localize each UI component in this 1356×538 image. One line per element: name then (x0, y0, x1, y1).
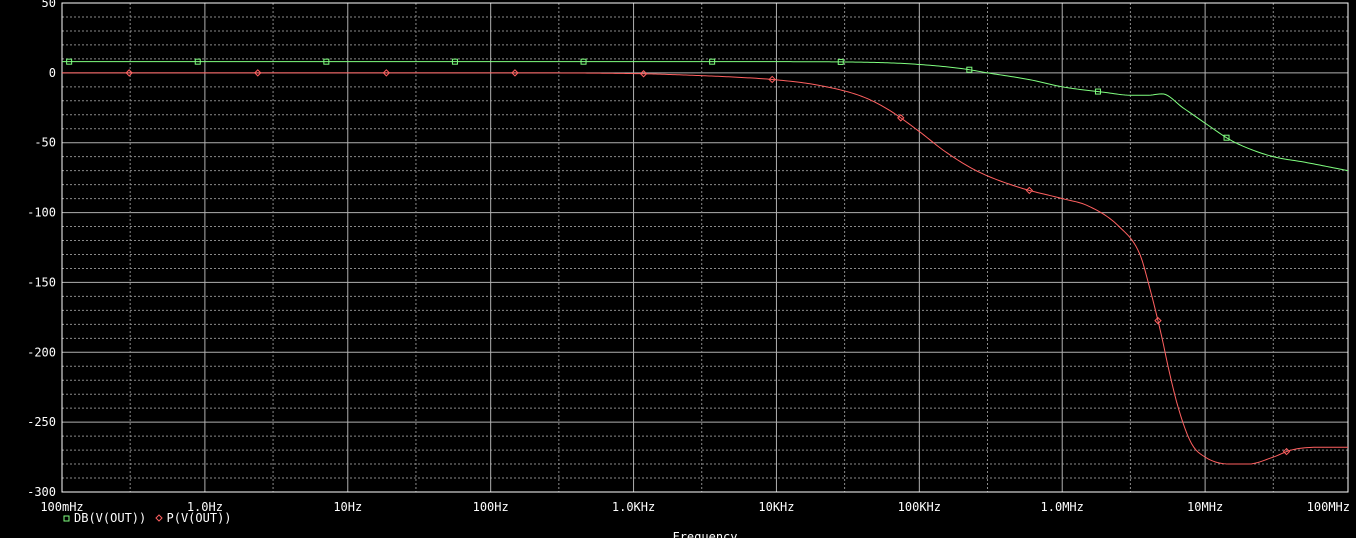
plot-frame (61, 2, 1349, 493)
series-marker-0 (1094, 88, 1101, 95)
series-marker-0 (966, 66, 973, 73)
legend-label-0: DB(V(OUT)) (74, 511, 146, 525)
y-tick-label: -250 (27, 415, 56, 429)
y-tick-label: -100 (27, 206, 56, 220)
series-marker-0 (709, 58, 716, 65)
x-tick-label: 100KHz (898, 500, 941, 514)
series-layer (62, 58, 1349, 465)
series-marker-0 (66, 58, 73, 65)
x-tick-label: 100MHz (1307, 500, 1350, 514)
series-marker-1 (1154, 316, 1162, 325)
legend: DB(V(OUT)) P(V(OUT)) (63, 511, 232, 525)
series-marker-1 (768, 75, 776, 84)
x-tick-label: 10Hz (333, 500, 362, 514)
x-tick-label: 1.0Hz (187, 500, 223, 514)
x-tick-label: 1.0MHz (1041, 500, 1084, 514)
y-tick-label: 50 (42, 0, 56, 10)
x-axis-title: Frequency (672, 530, 737, 538)
series-marker-0 (1223, 134, 1230, 141)
series-marker-1 (639, 70, 648, 78)
series-marker-0 (194, 58, 201, 65)
series-marker-1 (511, 69, 519, 77)
series-marker-0 (580, 58, 587, 65)
y-tick-label: -50 (34, 136, 56, 150)
x-axis-ticks: 100mHz 1.0Hz 10Hz 100Hz 1.0KHz 10KHz 100KHz 1.0… (40, 500, 1350, 514)
series-marker-1 (125, 69, 133, 77)
x-tick-label: 10MHz (1187, 500, 1223, 514)
x-tick-label: 1.0KHz (612, 500, 655, 514)
series-marker-1 (1025, 186, 1034, 195)
legend-marker-0 (63, 515, 70, 522)
series-marker-0 (451, 58, 458, 65)
series-marker-1 (897, 114, 905, 122)
series-line-1 (62, 72, 1348, 465)
grid (61, 2, 1349, 493)
y-tick-label: -300 (27, 485, 56, 499)
x-tick-label: 100mHz (40, 500, 83, 514)
y-tick-label: -200 (27, 345, 56, 359)
series-marker-1 (382, 69, 391, 77)
y-tick-label: -150 (27, 275, 56, 289)
series-marker-1 (254, 69, 262, 77)
series-line-0 (62, 61, 1349, 172)
legend-label-1: P(V(OUT)) (167, 511, 232, 525)
x-tick-label: 100Hz (473, 500, 509, 514)
legend-marker-1 (155, 514, 163, 522)
x-tick-label: 10KHz (758, 500, 794, 514)
y-tick-label: 0 (49, 66, 56, 80)
y-axis-ticks: 50 0 -50 -100 -150 -200 -250 -300 (27, 0, 56, 499)
series-marker-1 (1282, 447, 1291, 456)
series-marker-0 (837, 58, 844, 65)
series-marker-0 (323, 58, 330, 65)
